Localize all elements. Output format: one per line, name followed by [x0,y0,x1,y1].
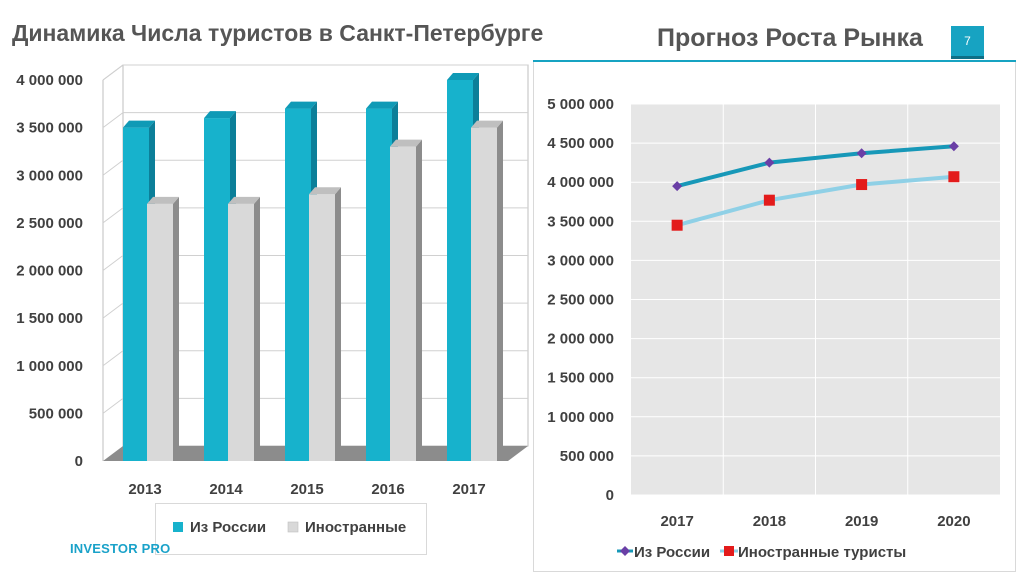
line-y-tick-label: 1 000 000 [547,409,614,426]
bar-russia-front [447,80,473,461]
bar-russia-top [285,101,317,109]
legend-foreign-swatch [287,521,299,533]
line-foreign-point [948,171,960,183]
bar-foreign-front [390,146,416,462]
bar-foreign-side [416,139,422,462]
bar-x-tick-label: 2013 [128,481,161,498]
line-y-tick-label: 2 500 000 [547,292,614,309]
legend-foreign-label: Иностранные туристы [738,544,906,561]
bar-gridline [102,64,528,81]
bar-russia-top [366,101,398,109]
bar-foreign-top [309,187,341,195]
line-x-tick-label: 2019 [845,513,878,530]
line-russia-point [856,148,867,159]
legend-russia-swatch [173,522,183,532]
bar-foreign-front [228,203,254,461]
line-russia-point [672,181,683,192]
bar-y-tick-label: 3 500 000 [16,120,83,137]
bar-foreign-top [228,196,260,204]
line-foreign-point [671,219,683,231]
line-russia-point [948,141,959,152]
bar-y-tick-label: 4 000 000 [16,72,83,89]
line-y-tick-label: 3 500 000 [547,213,614,230]
bar-x-tick-label: 2016 [371,481,404,498]
bar-foreign-top [390,139,422,147]
bar-foreign [228,196,260,461]
bar-chart-legend-frame [155,503,427,555]
bar-foreign-top [471,120,503,128]
bar-russia-front [285,108,311,461]
brand-label: INVESTOR PRO [70,541,171,556]
line-foreign-series [676,174,955,228]
bar-foreign-front [309,194,335,462]
bar-foreign-side [335,187,341,462]
bar-foreign-top [147,196,179,204]
bar-y-tick-label: 1 000 000 [16,358,83,375]
bar-y-tick-label: 2 500 000 [16,215,83,232]
bar-russia-front [366,108,392,461]
bar-foreign-side [173,196,179,461]
left-chart-title: Динамика Числа туристов в Санкт-Петербур… [12,20,544,46]
line-y-tick-label: 0 [606,487,614,504]
bar-y-tick-label: 3 000 000 [16,167,83,184]
line-y-tick-label: 5 000 000 [547,96,614,113]
bar-foreign [390,139,422,462]
forecast-chart-accent [533,60,1016,62]
bar-y-tick-label: 1 500 000 [16,310,83,327]
line-russia-series [676,144,955,189]
line-y-tick-label: 2 000 000 [547,331,614,348]
bar-foreign-front [471,127,497,461]
bar-russia-top [123,120,155,128]
bar-foreign [147,196,179,461]
bar-y-tick-label: 0 [75,453,83,470]
line-y-tick-label: 1 500 000 [547,370,614,387]
bar-y-tick-label: 2 000 000 [16,263,83,280]
line-x-tick-label: 2020 [937,513,970,530]
bar-foreign [471,120,503,461]
line-y-tick-label: 3 000 000 [547,252,614,269]
line-x-tick-label: 2018 [753,513,786,530]
legend-russia-label: Из России [190,519,266,536]
legend-russia-label: Из России [634,544,710,561]
bar-russia-top [204,111,236,119]
line-foreign-point [763,194,775,206]
line-y-tick-label: 500 000 [560,448,614,465]
bar-x-tick-label: 2017 [452,481,485,498]
bar-foreign-side [497,120,503,461]
bar-foreign [309,187,341,462]
page-number-badge: 7 [951,26,984,59]
bar-foreign-side [254,196,260,461]
bar-x-tick-label: 2014 [209,481,243,498]
right-chart-title: Прогноз Роста Рынка [657,24,923,52]
line-x-tick-label: 2017 [660,513,693,530]
bar-russia-front [123,127,149,461]
line-y-tick-label: 4 500 000 [547,135,614,152]
legend-foreign-marker [724,546,734,556]
line-russia-point [764,157,775,168]
bar-foreign-front [147,203,173,461]
bar-russia-front [204,118,230,461]
bar-y-tick-label: 500 000 [29,405,83,422]
bar-x-tick-label: 2015 [290,481,323,498]
line-y-tick-label: 4 000 000 [547,174,614,191]
legend-foreign-label: Иностранные [305,519,406,536]
bar-russia-top [447,73,479,80]
legend-russia-marker [620,546,630,556]
line-foreign-point [856,179,868,191]
